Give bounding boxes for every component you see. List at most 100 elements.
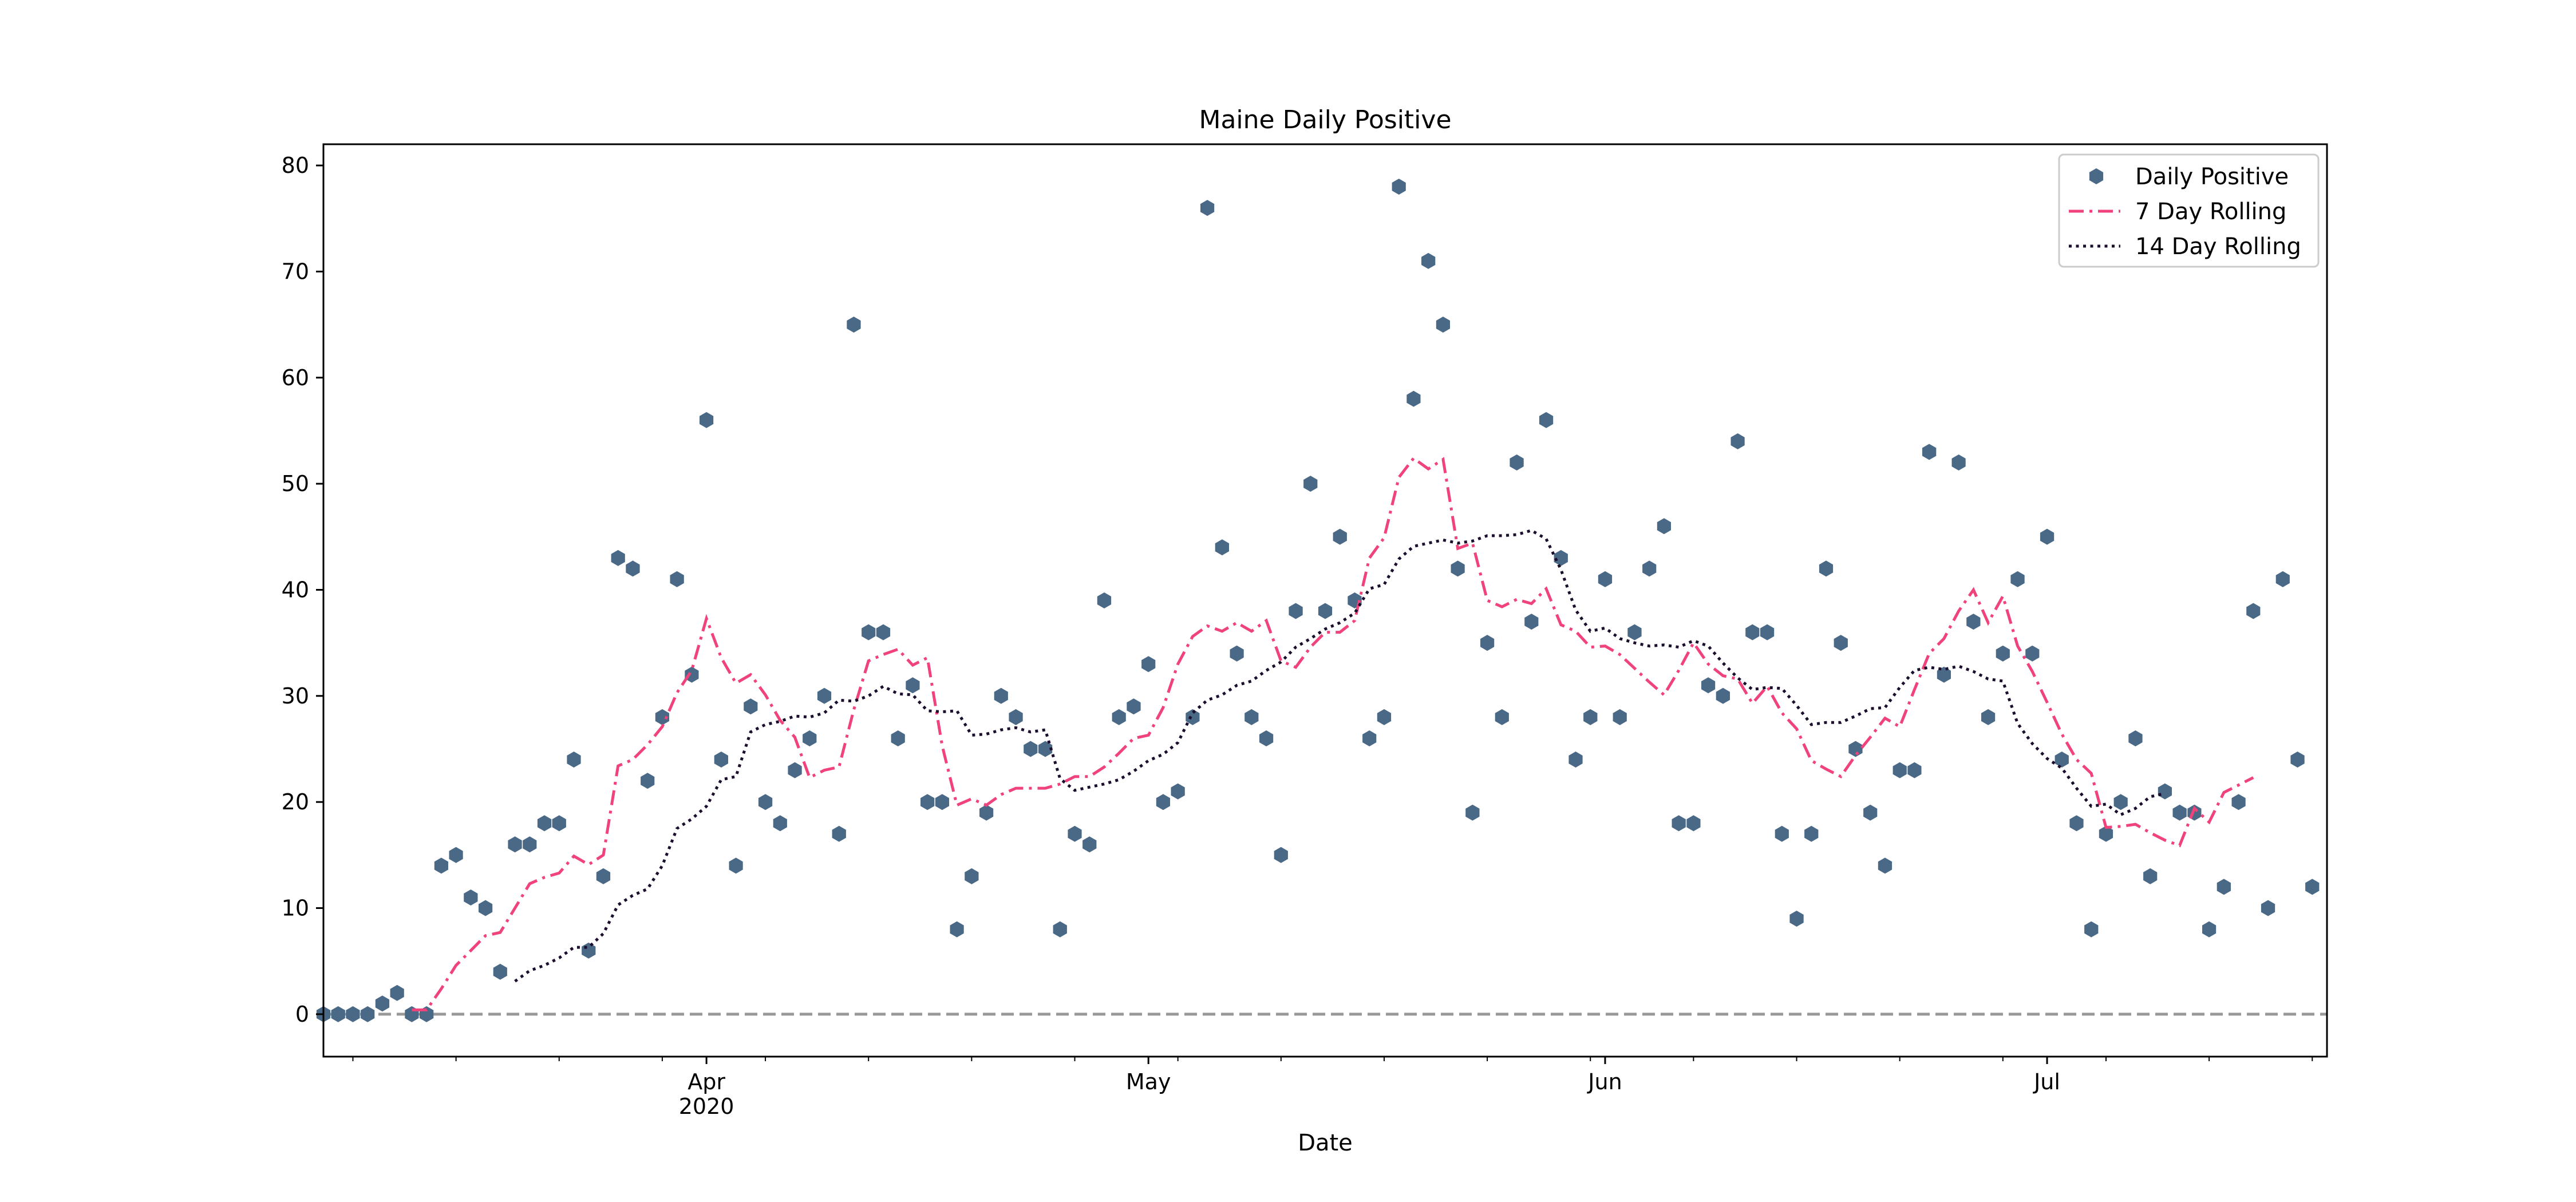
data-point bbox=[803, 730, 817, 746]
data-point bbox=[611, 549, 625, 566]
data-point bbox=[641, 773, 655, 789]
series-14-day-rolling bbox=[514, 529, 2166, 983]
data-point bbox=[1745, 624, 1760, 640]
data-point bbox=[2128, 730, 2143, 746]
data-point bbox=[1230, 645, 1244, 662]
plot-frame bbox=[322, 143, 2328, 1058]
data-point bbox=[1672, 815, 1686, 832]
data-point bbox=[1568, 752, 1583, 768]
data-point bbox=[2246, 603, 2261, 619]
data-point bbox=[1333, 528, 1347, 545]
y-tick-label: 70 bbox=[282, 259, 309, 284]
y-tick-label: 20 bbox=[282, 789, 309, 814]
data-point bbox=[2158, 783, 2172, 800]
data-point bbox=[346, 1006, 360, 1022]
data-point bbox=[1127, 698, 1141, 715]
data-point bbox=[862, 624, 876, 640]
data-point bbox=[464, 889, 478, 906]
data-point bbox=[1951, 454, 1966, 470]
data-point bbox=[700, 412, 714, 428]
x-tick-label: Apr bbox=[688, 1069, 725, 1094]
series-line bbox=[412, 456, 2254, 1011]
data-point bbox=[1760, 624, 1775, 640]
data-point bbox=[1215, 539, 1229, 556]
data-point bbox=[1804, 825, 1819, 842]
data-point bbox=[1966, 614, 1981, 630]
data-point bbox=[2275, 571, 2290, 587]
data-point bbox=[1848, 741, 1863, 757]
data-point bbox=[390, 984, 404, 1001]
y-tick-label: 50 bbox=[282, 471, 309, 496]
data-point bbox=[1701, 677, 1716, 694]
legend-item: Daily Positive bbox=[2089, 164, 2289, 190]
data-point bbox=[906, 677, 920, 694]
data-point bbox=[1141, 656, 1156, 673]
data-point bbox=[626, 560, 640, 577]
data-point bbox=[847, 317, 861, 333]
data-point bbox=[479, 900, 493, 916]
data-point bbox=[1186, 709, 1200, 725]
y-tick-label: 30 bbox=[282, 683, 309, 709]
data-point bbox=[434, 857, 448, 874]
data-point bbox=[1156, 794, 1170, 810]
data-point bbox=[508, 836, 522, 853]
data-point bbox=[1112, 709, 1126, 725]
x-tick-label: Jun bbox=[1587, 1069, 1622, 1094]
data-point bbox=[2290, 752, 2305, 768]
x-axis-label: Date bbox=[1298, 1130, 1353, 1156]
data-point bbox=[2305, 879, 2320, 895]
data-point bbox=[1554, 549, 1568, 566]
legend-item: 14 Day Rolling bbox=[2069, 234, 2301, 260]
data-point bbox=[1480, 635, 1495, 651]
data-point bbox=[788, 762, 802, 778]
data-point bbox=[1009, 709, 1023, 725]
legend-label: 14 Day Rolling bbox=[2135, 234, 2301, 260]
data-point bbox=[965, 868, 979, 884]
data-point bbox=[1907, 762, 1922, 778]
data-point bbox=[331, 1006, 345, 1022]
data-point bbox=[1510, 454, 1524, 470]
data-point bbox=[1200, 200, 1215, 216]
data-point bbox=[729, 857, 743, 874]
data-point bbox=[552, 815, 566, 832]
data-point bbox=[449, 847, 463, 863]
data-point bbox=[1451, 560, 1465, 577]
data-point bbox=[2261, 900, 2275, 916]
legend-item: 7 Day Rolling bbox=[2069, 199, 2286, 225]
data-point bbox=[1495, 709, 1509, 725]
data-point bbox=[714, 752, 728, 768]
data-point bbox=[1421, 252, 1436, 269]
x-tick-sublabel: 2020 bbox=[679, 1094, 734, 1119]
data-point bbox=[935, 794, 949, 810]
x-tick-label: Jul bbox=[2033, 1069, 2060, 1094]
data-point bbox=[685, 666, 699, 683]
data-point bbox=[1863, 804, 1878, 821]
data-point bbox=[994, 687, 1008, 704]
data-point bbox=[1318, 603, 1333, 619]
data-point bbox=[2172, 804, 2187, 821]
data-point bbox=[920, 794, 935, 810]
data-point bbox=[2010, 571, 2025, 587]
data-point bbox=[2217, 879, 2231, 895]
data-point bbox=[523, 836, 537, 853]
series-7-day-rolling bbox=[412, 456, 2254, 1011]
legend: Daily Positive 7 Day Rolling 14 Day Rollin… bbox=[2058, 153, 2320, 268]
y-tick-label: 10 bbox=[282, 896, 309, 921]
data-point bbox=[832, 825, 846, 842]
data-point bbox=[1303, 476, 1318, 492]
series-daily-positive bbox=[316, 179, 2320, 1022]
data-point bbox=[1097, 592, 1112, 608]
legend-label: 7 Day Rolling bbox=[2135, 199, 2286, 225]
data-point bbox=[1038, 741, 1053, 757]
x-tick-label: May bbox=[1126, 1069, 1171, 1094]
data-point bbox=[1819, 560, 1834, 577]
data-point bbox=[1171, 783, 1185, 800]
data-point bbox=[744, 698, 758, 715]
data-point bbox=[1053, 921, 1067, 938]
data-point bbox=[2231, 794, 2246, 810]
data-point bbox=[2069, 815, 2084, 832]
series-line bbox=[514, 529, 2166, 983]
data-point bbox=[596, 868, 611, 884]
